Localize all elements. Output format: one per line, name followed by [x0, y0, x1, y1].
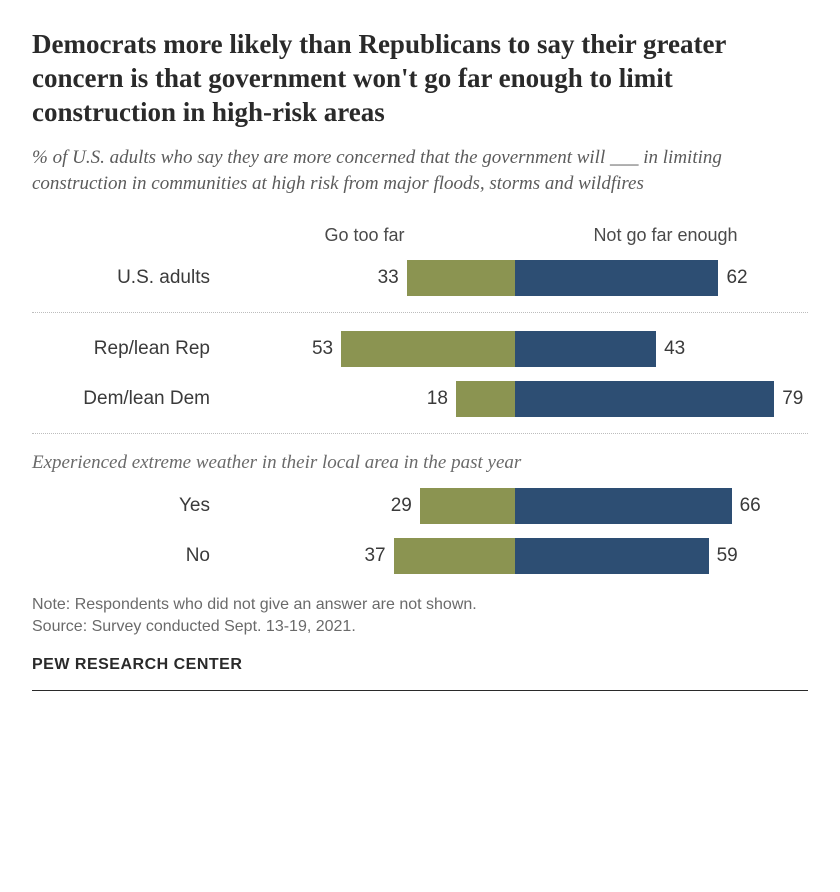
- bar-row: U.S. adults 33 62: [32, 260, 808, 296]
- bar-left: [420, 488, 515, 524]
- bar-left-wrap: 53: [312, 331, 515, 367]
- row-label: Yes: [32, 495, 222, 517]
- legend-right: Not go far enough: [507, 225, 808, 246]
- bar-right-wrap: 66: [515, 488, 761, 524]
- value-right: 59: [717, 545, 738, 567]
- value-left: 29: [391, 495, 412, 517]
- bar-row: Rep/lean Rep 53 43: [32, 331, 808, 367]
- legend-left: Go too far: [222, 225, 507, 246]
- bar-right-wrap: 62: [515, 260, 748, 296]
- bar-left: [407, 260, 515, 296]
- note-line: Source: Survey conducted Sept. 13-19, 20…: [32, 616, 808, 638]
- bar-track: 53 43: [222, 331, 808, 367]
- bar-left-wrap: 37: [364, 538, 515, 574]
- value-left: 33: [378, 267, 399, 289]
- bar-groups: U.S. adults 33 62 Rep/lean Rep 53 43 Dem/lean …: [32, 260, 808, 574]
- bar-right-wrap: 59: [515, 538, 738, 574]
- note-line: Note: Respondents who did not give an an…: [32, 594, 808, 616]
- attribution: PEW RESEARCH CENTER: [32, 656, 808, 674]
- bar-right: [515, 488, 732, 524]
- bar-track: 1879: [222, 381, 808, 417]
- bar-track: 37 59: [222, 538, 808, 574]
- chart-subtitle: % of U.S. adults who say they are more c…: [32, 145, 808, 196]
- bar-row: No 37 59: [32, 538, 808, 574]
- bar-left-wrap: 18: [427, 381, 515, 417]
- bar-left-wrap: 29: [391, 488, 515, 524]
- value-left: 37: [364, 545, 385, 567]
- bar-left: [456, 381, 515, 417]
- bar-left: [394, 538, 515, 574]
- bar-right: [515, 260, 718, 296]
- row-label: Rep/lean Rep: [32, 338, 222, 360]
- section-label: Experienced extreme weather in their loc…: [32, 452, 808, 474]
- legend-row: Go too far Not go far enough: [32, 225, 808, 246]
- chart-area: Go too far Not go far enough U.S. adults…: [32, 225, 808, 574]
- bar-right: [515, 331, 656, 367]
- value-right: 79: [782, 388, 803, 410]
- row-label: U.S. adults: [32, 267, 222, 289]
- value-left: 18: [427, 388, 448, 410]
- bar-left-wrap: 33: [378, 260, 515, 296]
- bottom-rule: [32, 690, 808, 691]
- value-left: 53: [312, 338, 333, 360]
- group-divider: [32, 433, 808, 434]
- chart-notes: Note: Respondents who did not give an an…: [32, 594, 808, 639]
- row-label: No: [32, 545, 222, 567]
- bar-right-wrap: 43: [515, 331, 685, 367]
- row-label: Dem/lean Dem: [32, 388, 222, 410]
- group-divider: [32, 312, 808, 313]
- value-right: 66: [740, 495, 761, 517]
- bar-right: [515, 381, 774, 417]
- bar-left: [341, 331, 515, 367]
- bar-right: [515, 538, 709, 574]
- bar-row: Dem/lean Dem1879: [32, 381, 808, 417]
- bar-right-wrap: 79: [515, 381, 803, 417]
- bar-track: 33 62: [222, 260, 808, 296]
- bar-track: 29 66: [222, 488, 808, 524]
- chart-title: Democrats more likely than Republicans t…: [32, 28, 808, 129]
- bar-row: Yes 29 66: [32, 488, 808, 524]
- value-right: 62: [726, 267, 747, 289]
- legend-spacer: [32, 225, 222, 246]
- value-right: 43: [664, 338, 685, 360]
